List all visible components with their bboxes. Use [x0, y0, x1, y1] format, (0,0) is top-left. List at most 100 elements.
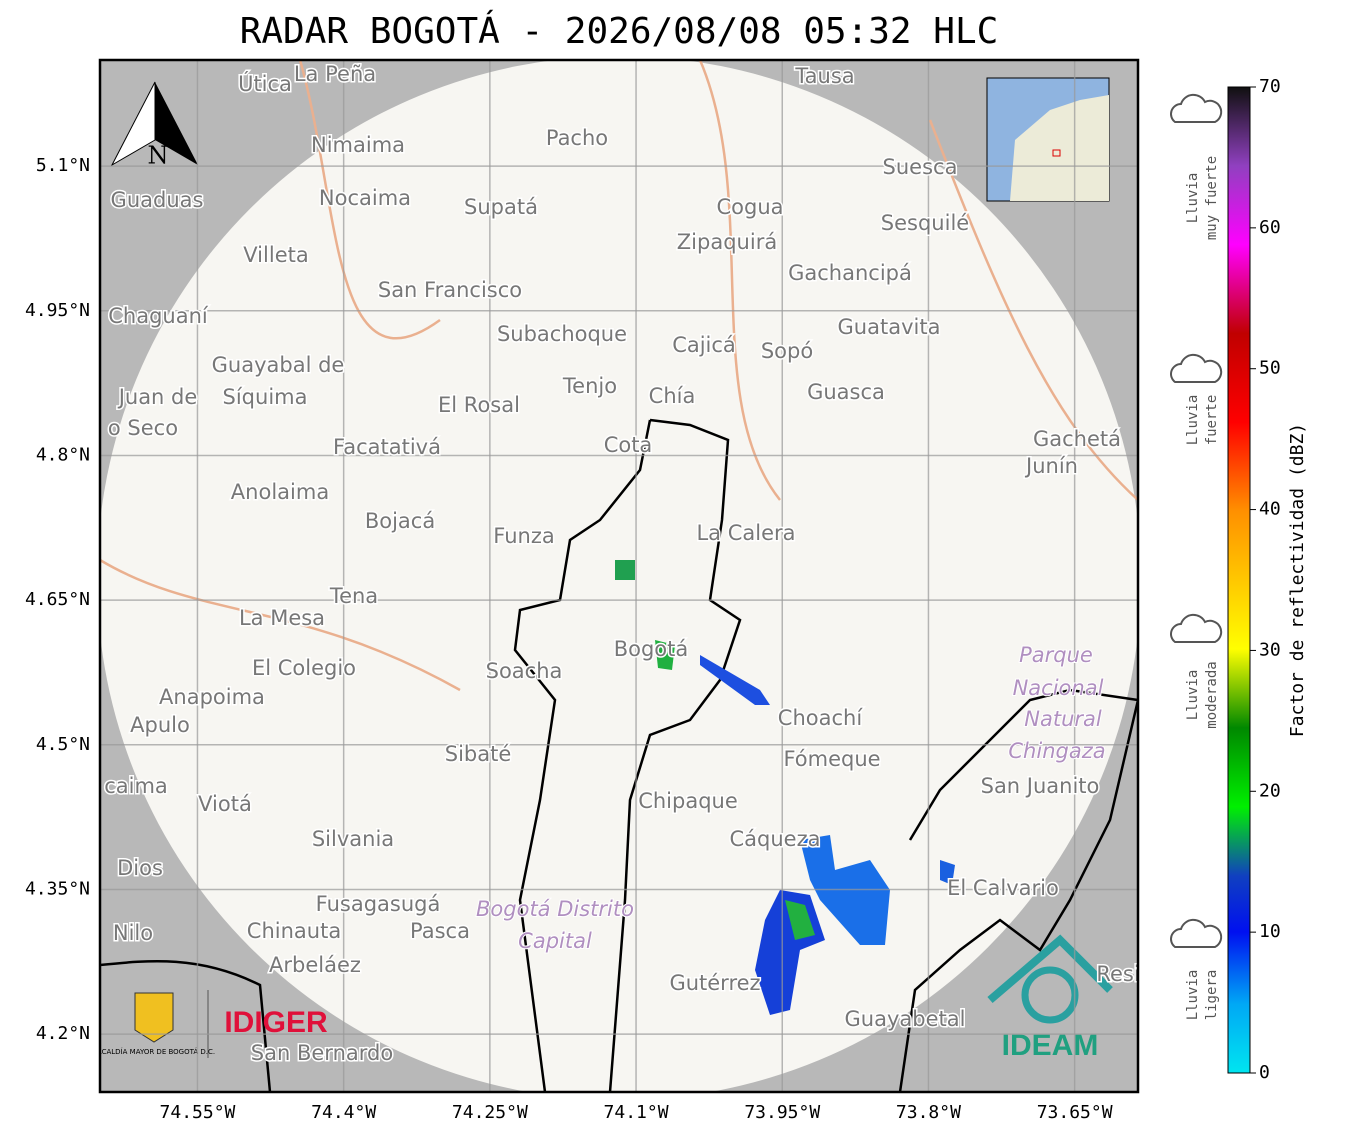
place-label: Anolaima [231, 480, 329, 504]
place-label: Tausa [794, 64, 854, 88]
place-label: Sopó [761, 339, 813, 363]
boundary [100, 959, 272, 1092]
lon-tick-label: 73.95°W [744, 1102, 820, 1123]
place-label: Nilo [113, 921, 153, 945]
map: N ALCALDÍA MAYOR DE BOGOTÁ D.C. IDIGER I… [93, 60, 1139, 1092]
place-label: La Mesa [239, 606, 325, 630]
place-label: Pacho [546, 126, 608, 150]
inset-marker [1052, 149, 1061, 157]
place-label: Guayabal de [212, 353, 345, 377]
place-label: Pasca [410, 919, 470, 943]
colorbar-tick-label: 0 [1259, 1062, 1270, 1083]
radar-echoes [615, 560, 955, 1015]
lon-tick-label: 74.25°W [452, 1102, 528, 1123]
place-label: Síquima [223, 385, 308, 409]
lon-tick-label: 73.8°W [896, 1102, 961, 1123]
lat-tick-label: 4.5°N [36, 734, 90, 755]
place-label: Nocaima [319, 186, 411, 210]
place-label: La Peña [294, 62, 376, 86]
rain-icon [1170, 93, 1223, 123]
place-label: Subachoque [497, 322, 627, 346]
rain-category-label: ligera [1204, 970, 1220, 1021]
colorbar-tick-label: 40 [1259, 499, 1281, 520]
cloud [1170, 918, 1223, 948]
inset-land [1010, 95, 1109, 201]
place-label: Nimaima [311, 133, 405, 157]
colorbar-tick-label: 30 [1259, 639, 1281, 660]
place-label: Viotá [198, 792, 252, 816]
protected-area-label: Capital [518, 929, 592, 953]
place-label: Gachetá [1033, 427, 1121, 451]
cloud [1170, 613, 1223, 643]
place-label: Cajicá [672, 333, 736, 357]
north-arrow: N [110, 81, 198, 170]
colorbar-tick-label: 10 [1259, 921, 1281, 942]
colorbar-tick-label: 70 [1259, 76, 1281, 97]
place-label: El Colegio [252, 656, 356, 680]
lat-tick-label: 4.65°N [25, 589, 90, 610]
lat-tick-label: 4.95°N [25, 300, 90, 321]
place-label: Útica [238, 71, 292, 96]
protected-area-label: Natural [1024, 707, 1102, 731]
place-label: Cogua [716, 195, 783, 219]
colorbar-label: Factor de reflectividad (dBZ) [1287, 423, 1308, 737]
colorbar [1227, 86, 1251, 1074]
protected-area-label: Nacional [1013, 676, 1104, 700]
protected-area-label: Chingaza [1008, 739, 1105, 763]
rain-category-label: moderada [1204, 661, 1220, 728]
place-label: caima [104, 774, 168, 798]
place-label: Bojacá [365, 509, 435, 533]
place-label: Juan de [117, 385, 198, 409]
place-label: Cáqueza [730, 827, 821, 851]
place-label: San Francisco [378, 278, 522, 302]
place-label: Chinauta [247, 919, 341, 943]
place-label: Suesca [883, 155, 958, 179]
lon-tick-label: 74.4°W [311, 1102, 376, 1123]
rain-category-label: Lluvia [1185, 670, 1201, 721]
alcaldia-text: ALCALDÍA MAYOR DE BOGOTÁ D.C. [93, 1047, 215, 1056]
place-label: Fusagasugá [316, 892, 441, 916]
place-label: Gutérrez [669, 971, 760, 995]
place-label: Cota [604, 433, 653, 457]
place-label: Facatativá [333, 435, 441, 459]
protected-area-label: Bogotá Distrito [476, 897, 634, 921]
place-label: Guasca [807, 380, 885, 404]
place-label: Tenjo [562, 374, 617, 398]
place-label: Resi [1096, 962, 1139, 986]
lon-tick-label: 74.55°W [160, 1102, 236, 1123]
place-label: Arbeláez [269, 953, 361, 977]
place-label: Junín [1024, 454, 1078, 478]
place-label: Choachí [778, 706, 864, 730]
place-label: Sesquilé [881, 211, 969, 235]
place-label: Villeta [243, 243, 308, 267]
place-label: Supatá [464, 195, 538, 219]
rain-category-label: Lluvia [1185, 173, 1201, 224]
place-label: Tena [329, 584, 378, 608]
lat-tick-label: 5.1°N [36, 155, 90, 176]
place-label: Zipaquirá [677, 230, 777, 254]
lat-tick-label: 4.2°N [36, 1023, 90, 1044]
cloud [1170, 93, 1223, 123]
place-label: Chipaque [638, 789, 738, 813]
colorbar-tick-label: 60 [1259, 217, 1281, 238]
place-label: Chía [649, 384, 696, 408]
place-label: Chaguaní [108, 304, 209, 328]
map-frame [98, 58, 1140, 1094]
place-label: Guatavita [838, 315, 941, 339]
boundaries [513, 418, 1138, 1092]
rain-icon [1170, 353, 1223, 383]
lat-tick-label: 4.8°N [36, 444, 90, 465]
place-label: Apulo [130, 713, 190, 737]
colorbar-tick-label: 50 [1259, 358, 1281, 379]
place-label: El Rosal [438, 393, 520, 417]
lat-tick-label: 4.35°N [25, 878, 90, 899]
place-label: Sibaté [445, 742, 512, 766]
place-label: El Calvario [947, 876, 1059, 900]
place-label: Dios [117, 856, 163, 880]
lon-tick-label: 73.65°W [1037, 1102, 1113, 1123]
place-label: Anapoima [159, 685, 265, 709]
rain-icon [1170, 613, 1223, 643]
place-label: Guaduas [111, 188, 204, 212]
place-label: Fómeque [783, 747, 880, 771]
